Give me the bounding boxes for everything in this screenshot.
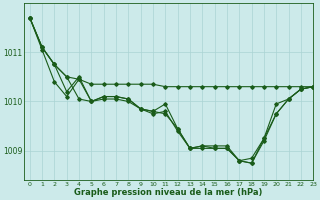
X-axis label: Graphe pression niveau de la mer (hPa): Graphe pression niveau de la mer (hPa) [74, 188, 263, 197]
